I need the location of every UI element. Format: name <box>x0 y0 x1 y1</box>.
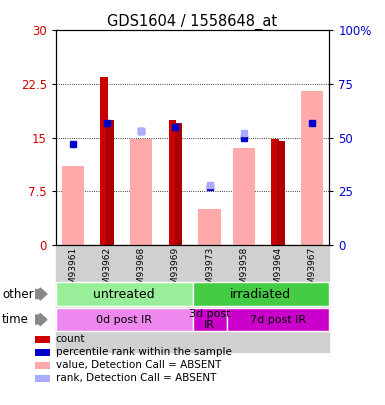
Bar <box>199 209 221 245</box>
Bar <box>106 120 114 245</box>
Bar <box>192 245 227 352</box>
Text: time: time <box>2 313 29 326</box>
Bar <box>192 282 329 306</box>
Bar <box>35 375 50 382</box>
Text: rank, Detection Call = ABSENT: rank, Detection Call = ABSENT <box>56 373 216 383</box>
Bar <box>227 308 329 331</box>
Text: 0d post IR: 0d post IR <box>96 315 152 324</box>
Text: count: count <box>56 335 85 344</box>
Text: 7d post IR: 7d post IR <box>250 315 306 324</box>
Bar <box>271 139 279 245</box>
Bar <box>90 245 124 352</box>
Bar <box>100 77 108 245</box>
Bar <box>175 124 182 245</box>
Text: irradiated: irradiated <box>230 288 291 301</box>
Text: GDS1604 / 1558648_at: GDS1604 / 1558648_at <box>107 14 278 30</box>
Bar <box>227 245 261 352</box>
Bar <box>35 336 50 343</box>
Bar <box>295 245 329 352</box>
FancyArrow shape <box>35 313 47 326</box>
Text: other: other <box>2 288 33 301</box>
Bar <box>261 245 295 352</box>
Bar <box>56 245 90 352</box>
Text: 3d post
IR: 3d post IR <box>189 309 230 330</box>
Bar <box>124 245 158 352</box>
Bar <box>301 91 323 245</box>
Text: value, Detection Call = ABSENT: value, Detection Call = ABSENT <box>56 360 221 370</box>
Bar <box>233 149 255 245</box>
Bar <box>158 245 192 352</box>
Bar <box>56 308 192 331</box>
Bar <box>130 139 152 245</box>
Bar <box>277 141 285 245</box>
Bar <box>35 349 50 356</box>
FancyArrow shape <box>35 288 47 300</box>
Bar <box>62 166 84 245</box>
Text: untreated: untreated <box>93 288 155 301</box>
Bar <box>169 120 176 245</box>
Bar <box>56 282 192 306</box>
Bar <box>192 308 227 331</box>
Text: percentile rank within the sample: percentile rank within the sample <box>56 347 232 357</box>
Bar <box>35 362 50 369</box>
